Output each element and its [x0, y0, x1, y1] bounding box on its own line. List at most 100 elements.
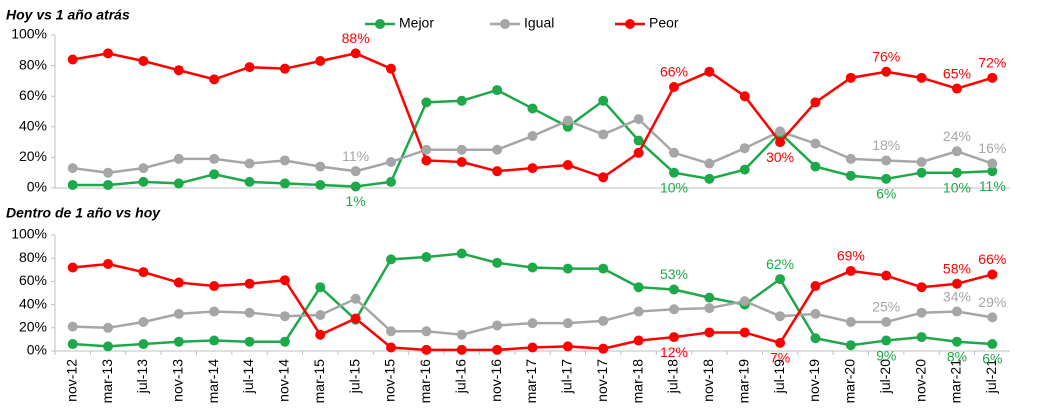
data-label: 11%: [979, 178, 1006, 194]
data-point: [456, 248, 467, 259]
data-point: [987, 339, 998, 350]
data-point: [916, 72, 927, 83]
data-point: [67, 163, 78, 174]
data-point: [456, 95, 467, 106]
data-point: [279, 155, 290, 166]
data-point: [350, 293, 361, 304]
data-point: [244, 62, 255, 73]
data-point: [209, 169, 220, 180]
legend-marker: [375, 19, 385, 29]
data-point: [103, 179, 114, 190]
y-tick-label: 20%: [19, 319, 47, 335]
data-label: 76%: [872, 48, 900, 64]
data-point: [527, 163, 538, 174]
data-point: [279, 311, 290, 322]
legend-item: Mejor: [365, 15, 434, 31]
data-point: [704, 173, 715, 184]
x-tick-label: mar-20: [842, 359, 858, 404]
y-tick-label: 0%: [27, 342, 47, 358]
data-point: [456, 144, 467, 155]
data-point: [244, 278, 255, 289]
x-tick-label: jul-21: [983, 359, 999, 394]
data-point: [350, 181, 361, 192]
data-point: [492, 85, 503, 96]
data-point: [527, 103, 538, 114]
data-point: [209, 74, 220, 85]
data-point: [598, 315, 609, 326]
data-point: [315, 282, 326, 293]
data-point: [315, 329, 326, 340]
y-tick-label: 60%: [19, 272, 47, 288]
data-point: [845, 340, 856, 351]
data-point: [951, 167, 962, 178]
data-point: [951, 336, 962, 347]
data-point: [775, 126, 786, 137]
data-point: [103, 167, 114, 178]
data-point: [315, 161, 326, 172]
data-point: [916, 282, 927, 293]
legend-marker: [500, 19, 510, 29]
x-tick-label: jul-15: [346, 359, 362, 394]
data-point: [668, 304, 679, 315]
data-point: [633, 114, 644, 125]
data-point: [103, 48, 114, 59]
y-tick-label: 0%: [27, 179, 47, 195]
data-point: [810, 281, 821, 292]
data-point: [881, 335, 892, 346]
legend-marker: [625, 19, 635, 29]
data-point: [244, 158, 255, 169]
data-label: 53%: [660, 266, 688, 282]
data-label: 11%: [342, 148, 369, 164]
data-point: [386, 156, 397, 167]
data-point: [67, 179, 78, 190]
data-point: [138, 317, 149, 327]
x-tick-label: jul-16: [452, 359, 468, 394]
data-point: [173, 336, 184, 347]
data-point: [810, 308, 821, 319]
legend-label: Igual: [524, 15, 554, 31]
x-tick-label: nov-13: [169, 359, 185, 402]
x-tick-label: mar-18: [629, 359, 645, 404]
x-tick-label: mar-19: [735, 359, 751, 404]
data-point: [739, 296, 750, 307]
data-point: [739, 327, 750, 338]
data-point: [209, 306, 220, 317]
data-point: [67, 54, 78, 65]
data-point: [633, 135, 644, 146]
data-point: [67, 339, 78, 350]
legend-item: Peor: [615, 15, 679, 31]
data-label: 1%: [346, 193, 366, 209]
data-point: [810, 333, 821, 344]
data-point: [103, 259, 114, 269]
data-point: [881, 173, 892, 184]
data-point: [598, 343, 609, 354]
data-point: [279, 336, 290, 347]
data-point: [103, 341, 114, 352]
x-tick-label: mar-14: [205, 359, 221, 404]
data-point: [421, 144, 432, 155]
data-point: [244, 176, 255, 187]
x-tick-label: nov-18: [700, 359, 716, 402]
data-point: [881, 155, 892, 166]
data-point: [633, 147, 644, 158]
data-point: [951, 146, 962, 157]
data-point: [987, 72, 998, 83]
x-tick-label: mar-17: [523, 359, 539, 404]
data-point: [279, 178, 290, 189]
data-point: [668, 167, 679, 178]
data-point: [810, 97, 821, 108]
data-point: [598, 95, 609, 106]
y-tick-label: 40%: [19, 118, 47, 134]
data-point: [209, 281, 220, 292]
data-point: [845, 317, 856, 327]
data-point: [704, 66, 715, 77]
data-label: 30%: [766, 149, 794, 165]
x-tick-label: mar-15: [311, 359, 327, 404]
data-point: [951, 83, 962, 94]
data-point: [739, 143, 750, 154]
data-label: 69%: [837, 248, 865, 264]
y-tick-label: 80%: [19, 56, 47, 72]
data-label: 10%: [943, 179, 971, 195]
data-point: [421, 344, 432, 355]
data-point: [987, 166, 998, 177]
